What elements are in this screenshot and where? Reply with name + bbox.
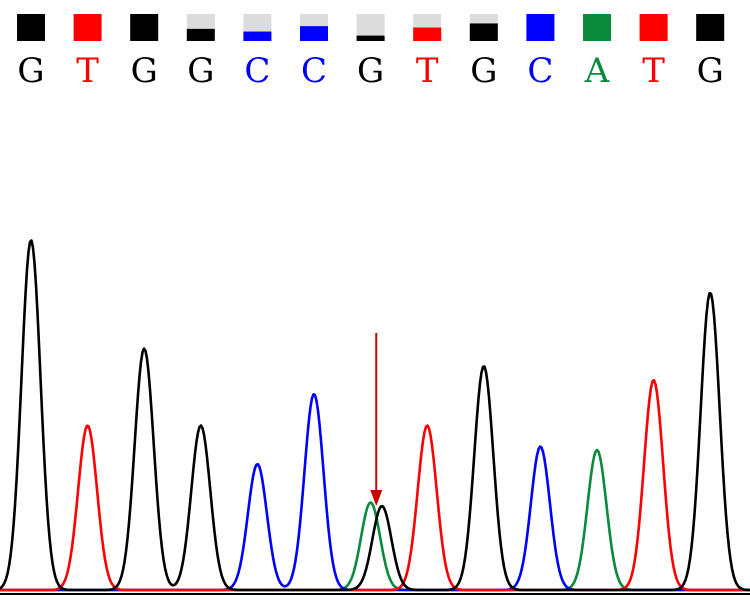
quality-bar bbox=[73, 14, 102, 41]
quality-bar bbox=[696, 14, 725, 41]
annotations bbox=[370, 333, 383, 506]
base-call-label: G bbox=[131, 51, 158, 91]
arrow-head bbox=[370, 490, 383, 506]
base-call-label: T bbox=[76, 51, 99, 91]
quality-bar bbox=[243, 31, 272, 41]
quality-bar bbox=[413, 27, 442, 41]
base-call-label: G bbox=[697, 51, 724, 91]
base-call-label: G bbox=[357, 51, 384, 91]
base-call-label: C bbox=[527, 51, 553, 91]
quality-bar bbox=[300, 26, 328, 41]
base-call-label: T bbox=[416, 51, 439, 91]
quality-bar bbox=[356, 35, 385, 41]
quality-bar bbox=[130, 14, 159, 41]
quality-bar bbox=[17, 14, 45, 41]
quality-bar bbox=[186, 28, 215, 41]
trace-G bbox=[0, 239, 750, 592]
base-call-label: C bbox=[301, 51, 327, 91]
traces bbox=[0, 239, 750, 592]
quality-bar bbox=[526, 14, 555, 41]
base-call-label: A bbox=[584, 51, 610, 91]
quality-bar bbox=[639, 14, 668, 41]
quality-bars bbox=[17, 14, 725, 41]
trace-T bbox=[0, 378, 750, 592]
base-call-label: C bbox=[244, 51, 270, 91]
quality-bar bbox=[469, 23, 498, 41]
base-call-label: G bbox=[187, 51, 214, 91]
base-call-label: G bbox=[17, 51, 44, 91]
base-call-label: T bbox=[642, 51, 665, 91]
quality-bar bbox=[583, 14, 611, 41]
base-call-label: G bbox=[470, 51, 497, 91]
